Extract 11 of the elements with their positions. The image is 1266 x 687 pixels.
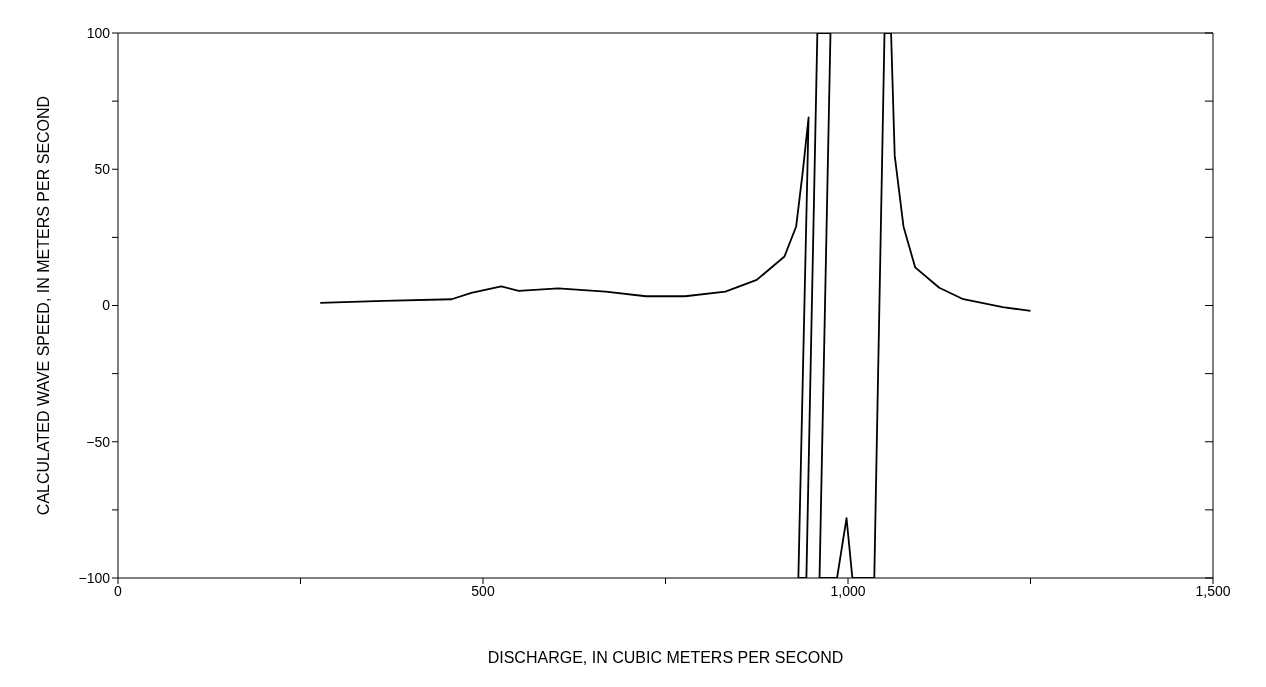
y-axis-title: CALCULATED WAVE SPEED, IN METERS PER SECOND [34,95,52,516]
y-tick-label: 100 [86,24,111,41]
y-tick-label: 50 [94,161,111,178]
x-tick-label: 0 [114,582,123,599]
y-tick-label: −100 [78,569,111,586]
x-axis-title: DISCHARGE, IN CUBIC METERS PER SECOND [487,649,844,666]
x-tick-label: 1,000 [830,582,866,599]
y-tick-label: 0 [102,297,111,314]
x-tick-label: 1,500 [1195,582,1231,599]
y-tick-label: −50 [86,433,111,450]
x-tick-label: 500 [471,582,495,599]
